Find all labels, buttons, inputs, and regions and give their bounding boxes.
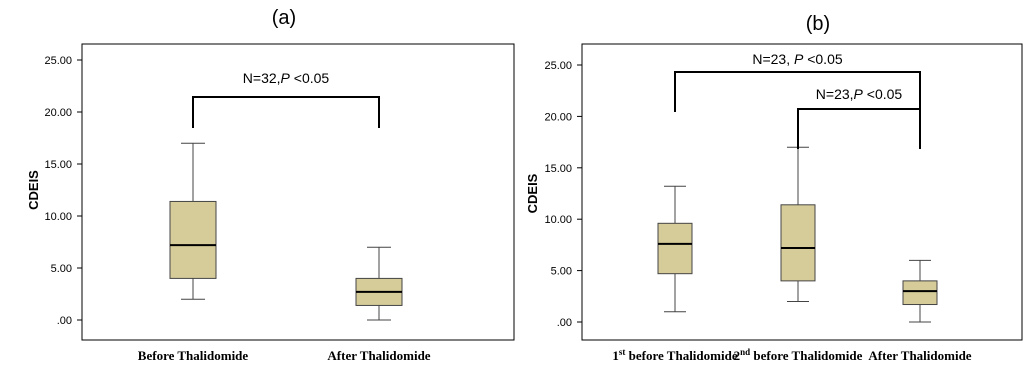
- label-prefix: 2: [734, 348, 741, 363]
- significance-bracket: N=23,P <0.05: [797, 86, 921, 149]
- y-tick-label: 5.00: [551, 266, 572, 278]
- p-letter: P: [794, 51, 804, 67]
- box-iqr: [169, 200, 217, 279]
- label-superscript: nd: [740, 347, 750, 357]
- y-axis-label: CDEIS: [525, 173, 540, 213]
- n-text: N=23,: [816, 86, 854, 102]
- y-tick-label: 15.00: [44, 159, 72, 171]
- y-tick-label: 25.00: [44, 55, 72, 67]
- box-iqr: [657, 222, 693, 275]
- x-category-label: 2nd before Thalidomide: [734, 347, 863, 363]
- p-letter: P: [281, 70, 291, 86]
- box-group: [902, 259, 938, 323]
- significance-label: N=23,P <0.05: [816, 86, 903, 102]
- p-letter: P: [854, 86, 864, 102]
- p-text: <0.05: [803, 51, 843, 67]
- significance-bracket: N=23, P <0.05: [674, 51, 921, 112]
- x-category-label: After Thalidomide: [868, 348, 971, 363]
- x-category-label: After Thalidomide: [327, 348, 430, 363]
- y-tick-label: 10.00: [544, 214, 572, 226]
- n-text: N=23,: [752, 51, 794, 67]
- label-superscript: st: [619, 347, 626, 357]
- y-tick-label: 20.00: [544, 111, 572, 123]
- chart-panel-b: (b) .00 5.00 10.00 15.00 20.00 25.00 CDEIS 1st b…: [525, 13, 1023, 363]
- label-prefix: 1: [612, 348, 619, 363]
- p-text: <0.05: [290, 70, 330, 86]
- p-text: <0.05: [863, 86, 903, 102]
- label-rest: before Thalidomide: [750, 348, 862, 363]
- plot-frame: [81, 43, 515, 341]
- significance-bracket: N=32,P <0.05: [192, 70, 380, 128]
- box-iqr: [902, 280, 938, 306]
- x-category-label: Before Thalidomide: [138, 348, 249, 363]
- y-tick-label: .00: [57, 315, 72, 327]
- panel-label: (a): [272, 7, 296, 29]
- significance-label: N=32,P <0.05: [243, 70, 330, 86]
- y-tick-label: 15.00: [544, 163, 572, 175]
- box-iqr: [780, 204, 816, 282]
- y-tick-label: 10.00: [44, 211, 72, 223]
- bracket-line: [797, 108, 921, 149]
- label-rest: before Thalidomide: [625, 348, 737, 363]
- plot-frame: [581, 43, 1023, 341]
- x-category-label: 1st before Thalidomide: [612, 347, 737, 363]
- bracket-line: [674, 71, 921, 112]
- bracket-line: [192, 96, 380, 128]
- y-axis-label: CDEIS: [26, 170, 41, 210]
- y-tick-label: .00: [557, 317, 572, 329]
- box-group: [355, 246, 403, 321]
- y-tick-label: 25.00: [544, 60, 572, 72]
- box-group: [657, 185, 693, 313]
- significance-label: N=23, P <0.05: [752, 51, 843, 67]
- box-group: [780, 146, 816, 302]
- y-tick-label: 20.00: [44, 107, 72, 119]
- y-tick-label: 5.00: [51, 263, 72, 275]
- chart-panel-a: (a) .00 5.00 10.00 15.00 20.00 25.00 CDEIS Befor…: [26, 7, 515, 363]
- panel-label: (b): [806, 13, 830, 35]
- box-group: [169, 142, 217, 300]
- n-text: N=32,: [243, 70, 281, 86]
